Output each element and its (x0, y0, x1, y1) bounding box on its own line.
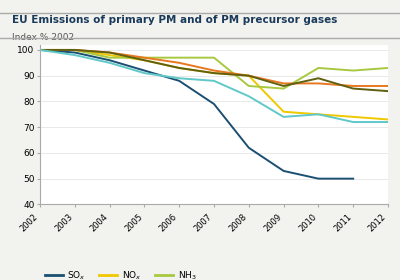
Text: EU Emissions of primary PM and of PM precursor gases: EU Emissions of primary PM and of PM pre… (12, 15, 337, 25)
Text: Index % 2002: Index % 2002 (12, 32, 74, 42)
